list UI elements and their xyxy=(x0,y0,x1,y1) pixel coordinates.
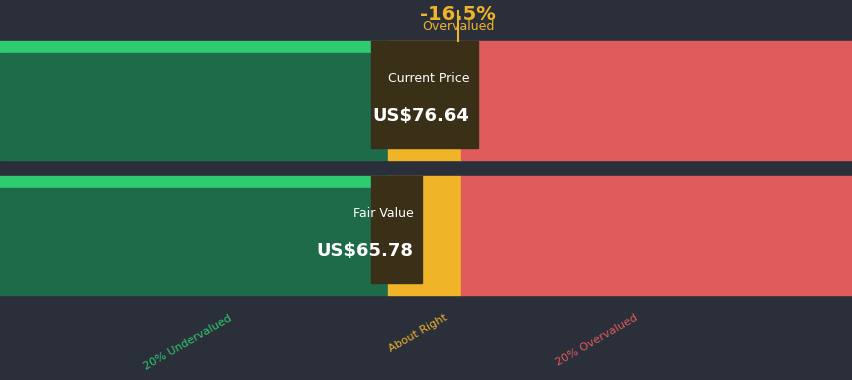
Bar xyxy=(0,176,388,188)
Text: Overvalued: Overvalued xyxy=(422,20,493,33)
Text: Current Price: Current Price xyxy=(387,72,469,86)
Bar xyxy=(371,41,477,149)
Bar xyxy=(388,41,460,53)
Bar xyxy=(388,188,460,295)
Bar xyxy=(388,53,460,160)
Bar xyxy=(0,41,388,53)
Bar xyxy=(0,53,388,160)
Bar xyxy=(371,176,422,283)
Bar xyxy=(460,176,852,295)
Text: -16.5%: -16.5% xyxy=(420,5,495,24)
Text: US$76.64: US$76.64 xyxy=(371,107,469,125)
Bar xyxy=(0,188,388,295)
Text: US$65.78: US$65.78 xyxy=(316,242,413,260)
Bar xyxy=(460,41,852,160)
Text: Fair Value: Fair Value xyxy=(353,207,413,220)
Text: 20% Overvalued: 20% Overvalued xyxy=(554,313,639,368)
Bar xyxy=(388,176,460,188)
Text: About Right: About Right xyxy=(387,313,448,354)
Text: 20% Undervalued: 20% Undervalued xyxy=(141,313,233,371)
